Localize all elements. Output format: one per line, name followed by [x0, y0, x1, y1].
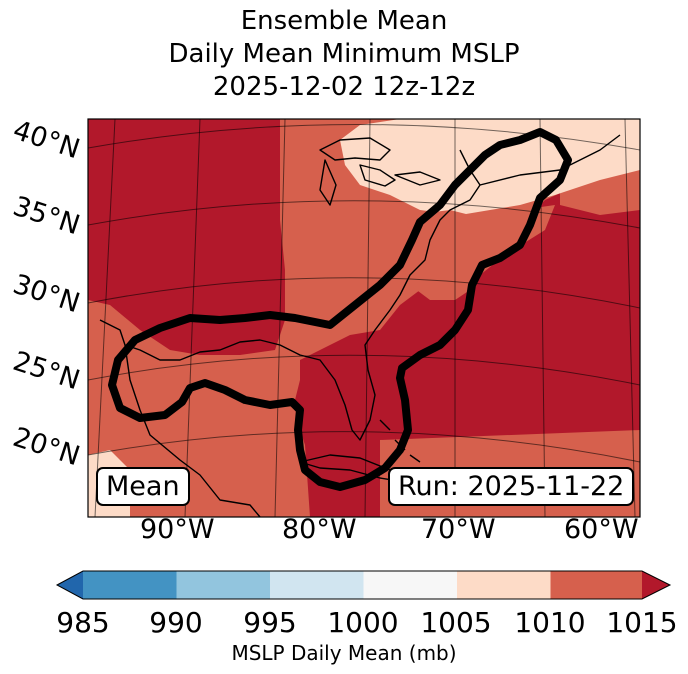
lon-label-90w: 90°W [140, 514, 215, 545]
colorbar-tick: 990 [149, 606, 203, 639]
mean-label: Mean [96, 467, 190, 506]
lon-label-70w: 70°W [421, 514, 496, 545]
map-title-line3: 2025-12-02 12z-12z [212, 72, 476, 102]
colorbar [55, 570, 672, 600]
colorbar-bin [83, 571, 177, 599]
lon-label-80w: 80°W [282, 514, 357, 545]
run-date-label: Run: 2025-11-22 [388, 467, 635, 506]
colorbar-bin [363, 571, 457, 599]
colorbar-tick: 1000 [327, 606, 399, 639]
map-title-line2: Daily Mean Minimum MSLP [168, 39, 520, 69]
region-1005-1010-ne [340, 119, 640, 215]
colorbar-tick: 1005 [420, 606, 492, 639]
lon-label-60w: 60°W [564, 514, 639, 545]
colorbar-bin [270, 571, 364, 599]
mslp-field [88, 119, 640, 517]
colorbar-extend-high [642, 571, 670, 599]
colorbar-label: MSLP Daily Mean (mb) [231, 641, 457, 665]
colorbar-tick: 1010 [514, 606, 586, 639]
low-pressure-contour [108, 128, 572, 491]
colorbar-tick: 995 [243, 606, 297, 639]
colorbar-extend-low [57, 571, 83, 599]
colorbar-bin [176, 571, 270, 599]
colorbar-tick: 1015 [606, 606, 678, 639]
map-title-line1: Ensemble Mean [240, 6, 448, 36]
region-1010-1015-coast [400, 205, 555, 300]
colorbar-bin [457, 571, 551, 599]
colorbar-tick: 985 [56, 606, 110, 639]
colorbar-bin [550, 571, 642, 599]
